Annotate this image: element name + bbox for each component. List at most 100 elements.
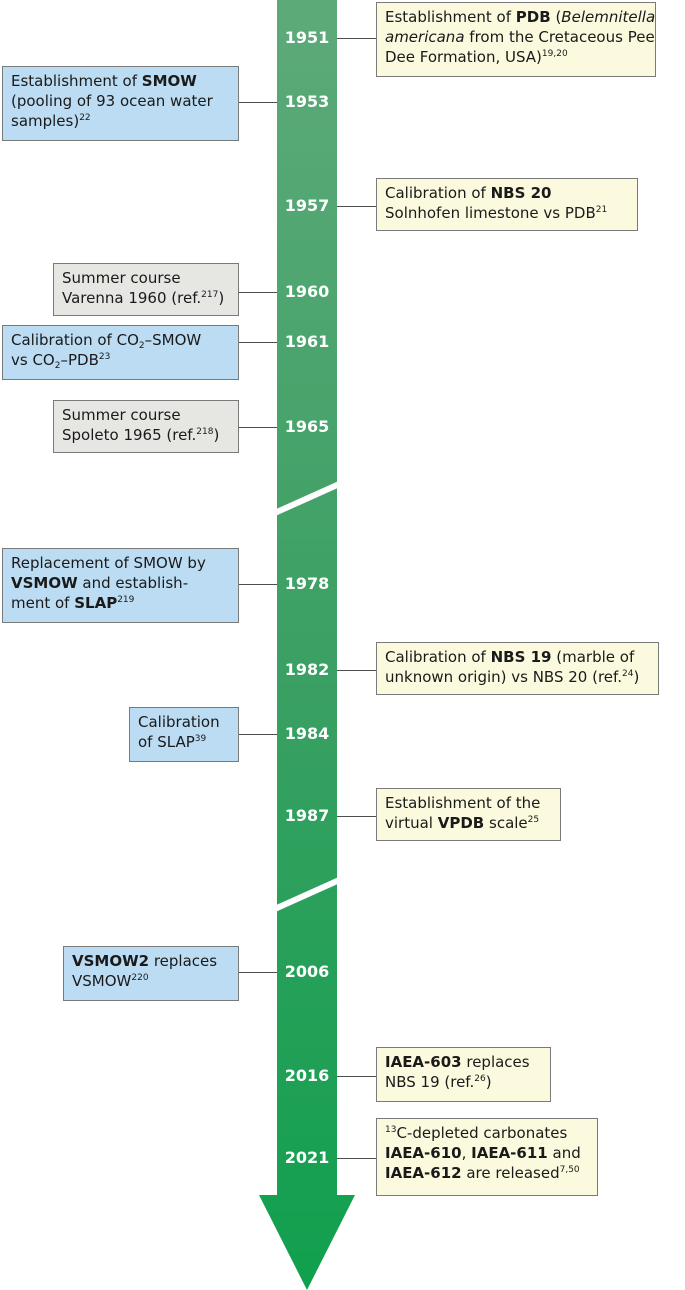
subscript: 2 xyxy=(54,361,61,371)
event-text: VSMOW xyxy=(11,574,78,592)
event-text: IAEA-610 xyxy=(385,1144,462,1162)
event-box-1978: Replacement of SMOW by VSMOW and establis… xyxy=(2,548,239,623)
event-text: unknown origin) vs NBS 20 (ref. xyxy=(385,668,622,686)
event-text: NBS 19 xyxy=(490,648,552,666)
event-text-line: Spoleto 1965 (ref.218) xyxy=(62,425,230,445)
event-text-line: Dee Formation, USA)19,20 xyxy=(385,47,647,67)
connector-1953 xyxy=(239,102,277,103)
connector-2016 xyxy=(337,1076,376,1077)
event-text: Establishment of xyxy=(11,72,142,90)
connector-1984 xyxy=(239,734,277,735)
connector-1978 xyxy=(239,584,277,585)
event-text-line: unknown origin) vs NBS 20 (ref.24) xyxy=(385,667,650,687)
event-text-line: IAEA-603 replaces xyxy=(385,1052,542,1072)
event-text-line: Summer course xyxy=(62,268,230,288)
event-text-line: Establishment of the xyxy=(385,793,552,813)
reference-superscript: 21 xyxy=(595,205,608,215)
event-text: Calibration of xyxy=(385,648,491,666)
year-label-2016: 2016 xyxy=(284,1066,330,1085)
event-text: americana xyxy=(385,28,465,46)
event-text: and establish- xyxy=(77,574,189,592)
event-text: Replacement of SMOW by xyxy=(11,554,206,572)
event-box-2021: 13C-depleted carbonates IAEA-610, IAEA-61… xyxy=(376,1118,598,1196)
year-label-1978: 1978 xyxy=(284,574,330,593)
event-text: IAEA-612 xyxy=(385,1164,462,1182)
event-box-1953: Establishment of SMOW (pooling of 93 ocea… xyxy=(2,66,239,141)
connector-1965 xyxy=(239,427,277,428)
event-text-line: samples)22 xyxy=(11,111,230,131)
event-text: Varenna 1960 (ref. xyxy=(62,289,202,307)
reference-superscript: 22 xyxy=(79,113,91,123)
event-text: ) xyxy=(213,426,220,444)
event-box-1957: Calibration of NBS 20 Solnhofen limestone… xyxy=(376,178,638,231)
event-text-line: Calibration of CO2–SMOW xyxy=(11,330,230,351)
event-text-line: VSMOW and establish- xyxy=(11,573,230,593)
event-text: IAEA-603 xyxy=(385,1053,462,1071)
event-text: VSMOW xyxy=(72,972,132,990)
year-label-2006: 2006 xyxy=(284,962,330,981)
event-box-1987: Establishment of the virtual VPDB scale25 xyxy=(376,788,561,841)
event-text: Spoleto 1965 (ref. xyxy=(62,426,197,444)
reference-superscript: 24 xyxy=(621,669,634,679)
event-text: (pooling of 93 ocean water xyxy=(11,92,213,110)
year-label-1957: 1957 xyxy=(284,196,330,215)
timeline-arrow-shaft xyxy=(259,0,355,1290)
event-text: vs CO xyxy=(11,351,55,369)
event-text: NBS 20 xyxy=(490,184,552,202)
reference-superscript: 220 xyxy=(131,973,149,983)
event-text: Summer course xyxy=(62,269,181,287)
year-label-1961: 1961 xyxy=(284,332,330,351)
event-text-line: Calibration of NBS 20 xyxy=(385,183,629,203)
year-label-1982: 1982 xyxy=(284,660,330,679)
event-text: of SLAP xyxy=(138,733,195,751)
connector-1960 xyxy=(239,292,277,293)
event-text: IAEA-611 xyxy=(471,1144,548,1162)
event-text: are released xyxy=(461,1164,560,1182)
event-box-1960: Summer course Varenna 1960 (ref.217) xyxy=(53,263,239,316)
year-label-1965: 1965 xyxy=(284,417,330,436)
event-text: (marble of xyxy=(551,648,635,666)
year-label-1951: 1951 xyxy=(284,28,330,47)
connector-1957 xyxy=(337,206,376,207)
event-text: SMOW xyxy=(141,72,197,90)
event-text: –PDB xyxy=(60,351,99,369)
event-text-line: (pooling of 93 ocean water xyxy=(11,91,230,111)
event-text-line: Calibration xyxy=(138,712,230,732)
connector-1951 xyxy=(337,38,376,39)
year-label-1987: 1987 xyxy=(284,806,330,825)
event-text: scale xyxy=(484,814,528,832)
event-text: NBS 19 (ref. xyxy=(385,1073,475,1091)
reference-superscript: 26 xyxy=(474,1074,486,1084)
event-text-line: Calibration of NBS 19 (marble of xyxy=(385,647,650,667)
event-text-line: Solnhofen limestone vs PDB21 xyxy=(385,203,629,223)
event-text: Dee Formation, USA) xyxy=(385,48,542,66)
reference-superscript: 13 xyxy=(385,1125,397,1135)
reference-superscript: 219 xyxy=(117,595,135,605)
event-text: Calibration of xyxy=(385,184,491,202)
event-box-2016: IAEA-603 replaces NBS 19 (ref.26) xyxy=(376,1047,551,1102)
event-text: replaces xyxy=(149,952,218,970)
timeline-break-1 xyxy=(266,478,348,519)
event-text-line: VSMOW220 xyxy=(72,971,230,991)
year-label-1984: 1984 xyxy=(284,724,330,743)
event-text-line: vs CO2–PDB23 xyxy=(11,350,230,371)
event-text: Solnhofen limestone vs PDB xyxy=(385,204,596,222)
event-text: Establishment of the xyxy=(385,794,541,812)
event-text-line: Varenna 1960 (ref.217) xyxy=(62,288,230,308)
event-text-line: Establishment of SMOW xyxy=(11,71,230,91)
subscript: 2 xyxy=(138,341,145,351)
event-text: and xyxy=(547,1144,581,1162)
event-text: VPDB xyxy=(437,814,485,832)
event-text-line: americana from the Cretaceous Pee xyxy=(385,27,655,47)
reference-superscript: 25 xyxy=(527,815,540,825)
event-text-line: of SLAP39 xyxy=(138,732,230,752)
event-box-1965: Summer course Spoleto 1965 (ref.218) xyxy=(53,400,239,453)
event-text: Summer course xyxy=(62,406,181,424)
event-box-1961: Calibration of CO2–SMOW vs CO2–PDB23 xyxy=(2,325,239,380)
event-text-line: IAEA-612 are released7,50 xyxy=(385,1163,589,1183)
event-text-line: Establishment of PDB (Belemnitella xyxy=(385,7,655,27)
event-text-line: Replacement of SMOW by xyxy=(11,553,230,573)
reference-superscript: 23 xyxy=(98,352,111,362)
event-text: virtual xyxy=(385,814,438,832)
connector-2006 xyxy=(239,972,277,973)
